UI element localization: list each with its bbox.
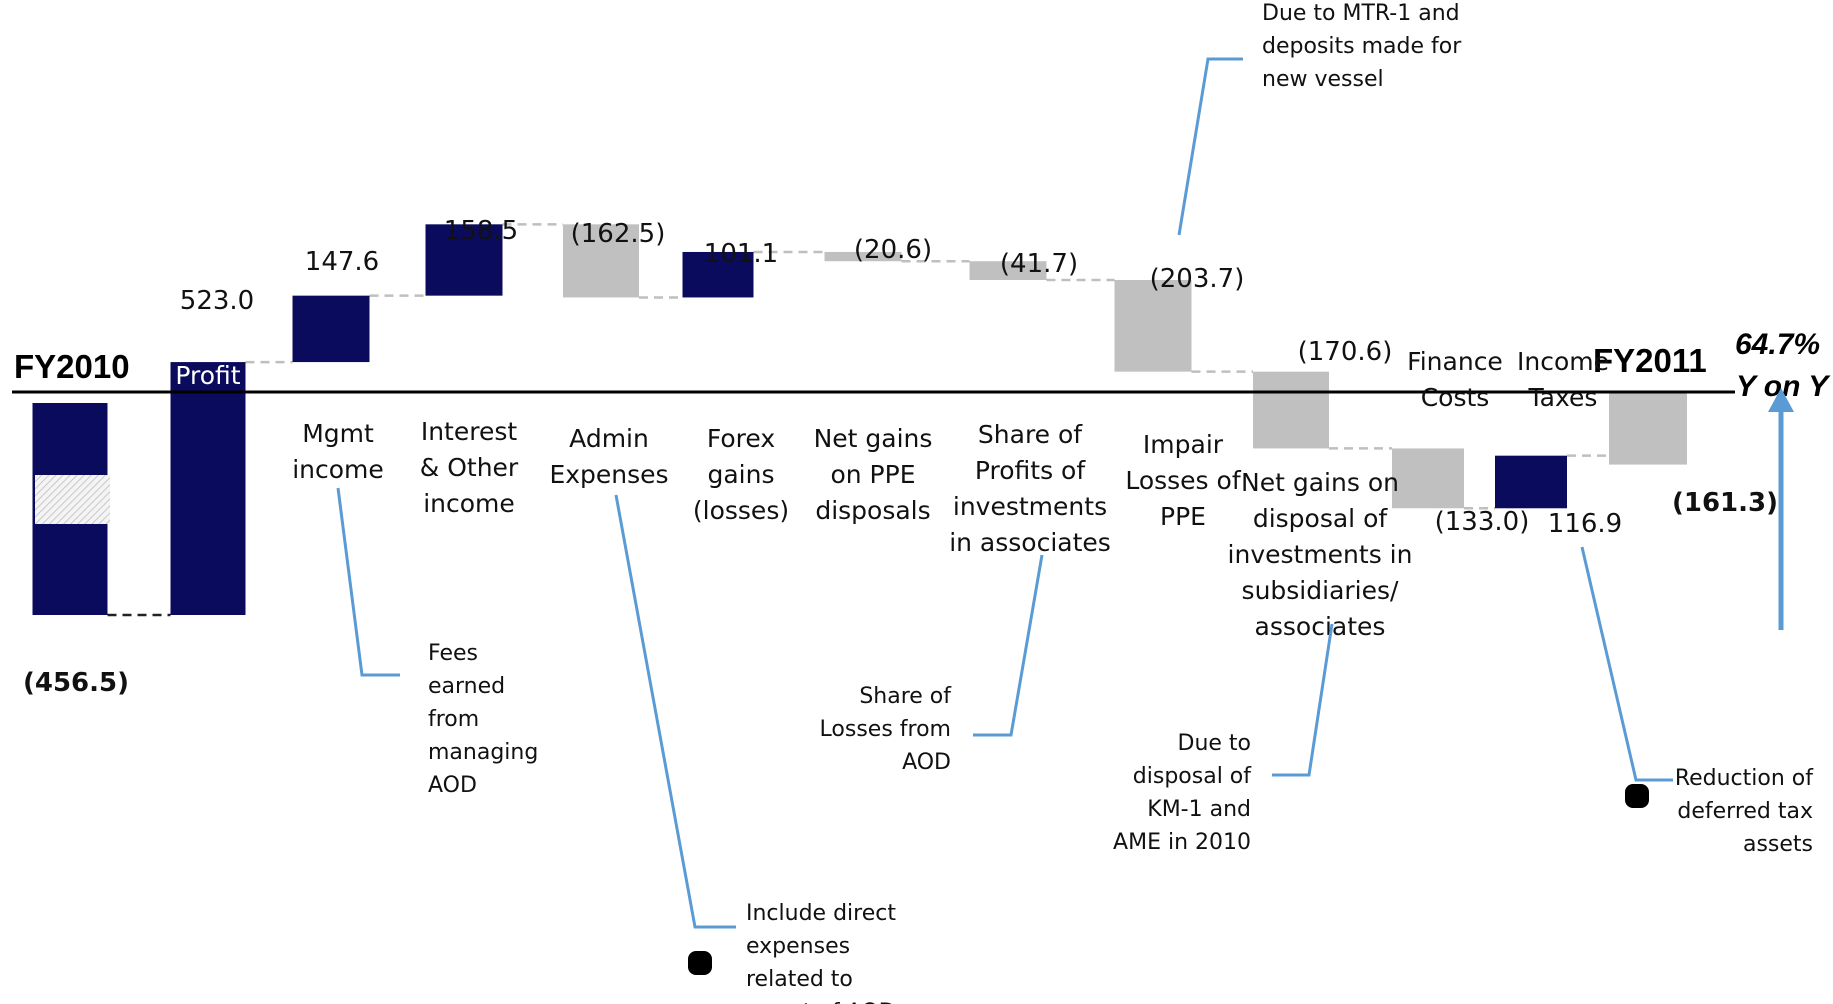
bar-net-gains-on-disposal-of-investments-in-subsidiaries-associates [1253, 371, 1329, 449]
bar-net-gains-on-ppe-disposals [824, 251, 902, 262]
category-label-mgmt-income-line-2: income [292, 455, 384, 484]
category-label-impair-losses-of-ppe-line-1: Impair [1143, 430, 1224, 459]
annotation-mgmt-income-line-5: AOD [428, 773, 477, 798]
annotation-share-of-profits-of-investments-in-associates-line-3: AOD [902, 750, 951, 775]
value-label-fy2010: (456.5) [23, 668, 129, 698]
bar-income-taxes [1495, 455, 1567, 509]
fy2010-break-marker [35, 475, 110, 524]
callout-line [973, 554, 1044, 737]
category-label-net-gains-on-ppe-disposals-line-2: on PPE [830, 460, 915, 489]
callout-line [614, 494, 736, 929]
value-labels: (456.5) 523.0 147.6 158.5 (162.5) 101.1 (20.6)… [23, 216, 1778, 698]
bar-admin-expenses [563, 224, 639, 298]
annotation-mgmt-income-line-4: managing [428, 740, 538, 765]
bar-forex-gains-losses [682, 251, 754, 298]
annotation-impair-losses-of-ppe-line-2: deposits made for [1262, 34, 1462, 59]
category-label-mgmt-income-line-1: Mgmt [302, 419, 374, 448]
gross-profit-label-line-2: Profit [175, 361, 240, 390]
annotation-net-gains-on-disposal-of-investments-in-subsidiaries-associates-line-1: Due to [1178, 731, 1252, 756]
annotation-mgmt-income-line-1: Fees [428, 641, 478, 666]
callout-line [1272, 623, 1334, 777]
category-label-admin-expenses-line-1: Admin [569, 424, 649, 453]
callout-line [1580, 546, 1673, 782]
annotation-net-gains-on-disposal-of-investments-in-subsidiaries-associates-line-4: AME in 2010 [1113, 830, 1251, 855]
value-label-net-gains-on-ppe-disposals: (20.6) [854, 235, 932, 265]
category-label-net-gains-on-disposal-of-investments-in-subsidiaries-associates-line-4: subsidiaries/ [1242, 576, 1399, 605]
value-label-admin-expenses: (162.5) [571, 219, 666, 249]
fy2011-label: FY2011 [1593, 342, 1707, 379]
bar-finance-costs [1392, 448, 1464, 509]
annotation-income-taxes-line-1: Reduction of [1675, 766, 1814, 791]
category-label-share-of-profits-of-investments-in-associates-line-2: Profits of [975, 456, 1086, 485]
value-label-income-taxes: 116.9 [1548, 509, 1622, 539]
value-label-gross-profit: 523.0 [180, 286, 254, 316]
annotation-mgmt-income-line-2: earned [428, 674, 505, 699]
value-label-share-of-profits-of-investments-in-associates: (41.7) [1000, 249, 1078, 279]
bar-share-of-profits-of-investments-in-associates [969, 261, 1047, 280]
annotation-share-of-profits-of-investments-in-associates-line-2: Losses from [820, 717, 951, 742]
fy2010-label: FY2010 [14, 348, 130, 385]
annotation-net-gains-on-disposal-of-investments-in-subsidiaries-associates-line-3: KM-1 and [1147, 797, 1251, 822]
annotation-impair-losses-of-ppe-line-3: new vessel [1262, 67, 1384, 92]
category-label-net-gains-on-ppe-disposals-line-3: disposals [815, 496, 930, 525]
category-label-share-of-profits-of-investments-in-associates-line-1: Share of [978, 420, 1083, 449]
category-label-income-taxes-line-1: Income [1517, 347, 1609, 376]
bar-impair-losses-of-ppe [1114, 279, 1192, 372]
value-label-impair-losses-of-ppe: (203.7) [1150, 264, 1245, 294]
bar-interest-other-income [425, 224, 503, 296]
callout-lines [336, 57, 1673, 975]
bars-layer [32, 224, 1687, 615]
bar-fy2011 [1609, 392, 1687, 465]
value-label-finance-costs: (133.0) [1435, 507, 1530, 537]
category-label-interest-other-income-line-1: Interest [421, 417, 518, 446]
category-label-finance-costs-line-1: Finance [1407, 347, 1503, 376]
value-label-forex-gains-losses: 101.1 [704, 239, 778, 269]
category-labels: Mgmt income Interest & Other income Admin Expe… [292, 347, 1609, 641]
category-label-admin-expenses-line-2: Expenses [549, 460, 668, 489]
annotation-admin-expenses-line-2: expenses [746, 934, 850, 959]
annotation-impair-losses-of-ppe-line-1: Due to MTR-1 and [1262, 1, 1460, 26]
value-label-mgmt-income: 147.6 [305, 247, 379, 277]
yoy-up-arrow-icon [1768, 388, 1794, 630]
category-label-net-gains-on-disposal-of-investments-in-subsidiaries-associates-line-1: Net gains on [1241, 468, 1399, 497]
annotation-admin-expenses-line-1: Include direct [746, 901, 896, 926]
annotation-income-taxes-line-3: assets [1743, 832, 1813, 857]
callout-marker-icon [1625, 784, 1649, 808]
category-label-net-gains-on-disposal-of-investments-in-subsidiaries-associates-line-2: disposal of [1253, 504, 1389, 533]
callout-marker-icon [688, 951, 712, 975]
annotation-admin-expenses-line-3: related to [746, 967, 853, 992]
callout-line [1177, 57, 1243, 236]
bar-gross-profit [170, 362, 246, 615]
category-label-net-gains-on-disposal-of-investments-in-subsidiaries-associates-line-3: investments in [1228, 540, 1413, 569]
category-label-share-of-profits-of-investments-in-associates-line-4: in associates [949, 528, 1111, 557]
annotation-share-of-profits-of-investments-in-associates-line-1: Share of [859, 684, 952, 709]
annotation-net-gains-on-disposal-of-investments-in-subsidiaries-associates-line-2: disposal of [1133, 764, 1252, 789]
category-label-interest-other-income-line-3: income [423, 489, 515, 518]
category-label-forex-gains-losses-line-3: (losses) [693, 496, 789, 525]
value-label-interest-other-income: 158.5 [444, 216, 518, 246]
gross-profit-label-line-1: Gross [173, 326, 243, 355]
category-label-net-gains-on-ppe-disposals-line-1: Net gains [814, 424, 933, 453]
callout-line [336, 487, 400, 677]
category-label-interest-other-income-line-2: & Other [420, 453, 519, 482]
category-label-impair-losses-of-ppe-line-2: Losses of [1125, 466, 1241, 495]
annotation-income-taxes-line-2: deferred tax [1677, 799, 1813, 824]
annotation-admin-expenses-line-4: mgmt of AOD [746, 1000, 896, 1004]
connector-lines [107, 223, 1609, 617]
category-label-forex-gains-losses-line-1: Forex [707, 424, 775, 453]
annotation-mgmt-income-line-3: from [428, 707, 479, 732]
yoy-value: 64.7% [1735, 328, 1820, 361]
category-label-share-of-profits-of-investments-in-associates-line-3: investments [953, 492, 1107, 521]
category-label-impair-losses-of-ppe-line-3: PPE [1160, 502, 1206, 531]
category-label-finance-costs-line-2: Costs [1421, 383, 1490, 412]
bar-mgmt-income [292, 295, 370, 363]
annotations: Fees earned from managing AOD Include direct e… [428, 1, 1814, 1004]
value-label-fy2011: (161.3) [1672, 488, 1778, 518]
category-label-income-taxes-line-2: Taxes [1528, 383, 1598, 412]
value-label-net-gains-on-disposal-of-investments-in-subsidiaries-associates: (170.6) [1298, 337, 1393, 367]
category-label-net-gains-on-disposal-of-investments-in-subsidiaries-associates-line-5: associates [1255, 612, 1386, 641]
category-label-forex-gains-losses-line-2: gains [707, 460, 774, 489]
